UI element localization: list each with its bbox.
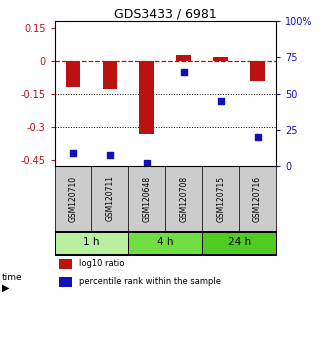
Point xyxy=(107,152,112,158)
Text: GSM120710: GSM120710 xyxy=(68,175,78,222)
Bar xyxy=(202,232,276,253)
Text: 4 h: 4 h xyxy=(157,237,174,247)
Point xyxy=(71,150,76,156)
Bar xyxy=(202,166,239,231)
Text: log10 ratio: log10 ratio xyxy=(79,259,124,268)
Text: GSM120716: GSM120716 xyxy=(253,175,262,222)
Text: ▶: ▶ xyxy=(2,283,9,293)
Bar xyxy=(128,166,165,231)
Text: 24 h: 24 h xyxy=(228,237,251,247)
Bar xyxy=(139,61,154,135)
Bar xyxy=(59,277,72,287)
Bar xyxy=(239,166,276,231)
Bar xyxy=(165,166,202,231)
Title: GDS3433 / 6981: GDS3433 / 6981 xyxy=(114,7,217,20)
Bar xyxy=(103,61,117,89)
Bar xyxy=(91,166,128,231)
Point xyxy=(144,160,150,166)
Bar xyxy=(66,61,81,87)
Text: GSM120711: GSM120711 xyxy=(105,176,115,222)
Bar xyxy=(59,259,72,269)
Bar xyxy=(213,57,228,61)
Text: GSM120708: GSM120708 xyxy=(179,175,188,222)
Text: time: time xyxy=(2,273,22,282)
Text: 1 h: 1 h xyxy=(83,237,100,247)
Bar xyxy=(250,61,265,81)
Text: GSM120648: GSM120648 xyxy=(142,175,152,222)
Bar xyxy=(128,232,202,253)
Point xyxy=(218,98,223,104)
Point xyxy=(255,135,260,140)
Text: percentile rank within the sample: percentile rank within the sample xyxy=(79,277,221,286)
Bar xyxy=(55,232,128,253)
Point xyxy=(181,69,186,75)
Bar xyxy=(55,166,91,231)
Bar xyxy=(177,55,191,61)
Text: GSM120715: GSM120715 xyxy=(216,175,225,222)
